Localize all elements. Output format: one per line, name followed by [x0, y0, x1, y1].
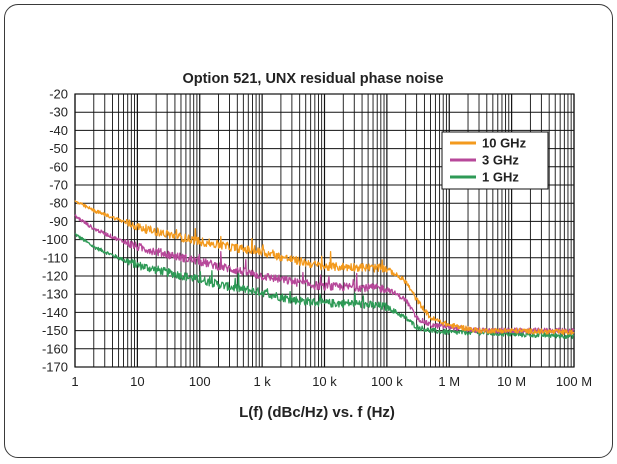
x-tick-label: 100 [189, 374, 211, 389]
x-tick-label: 1 k [253, 374, 271, 389]
series-line [74, 233, 575, 340]
y-tick-label: -130 [42, 287, 68, 302]
x-axis: 1 10 100 1 k 10 k 100 k 1 M 10 M 100 M [71, 374, 592, 389]
x-tick-label: 100 k [371, 374, 403, 389]
y-tick-label: -80 [49, 196, 68, 211]
y-tick-label: -40 [49, 123, 68, 138]
x-axis-label: L(f) (dBc/Hz) vs. f (Hz) [239, 404, 395, 421]
y-tick-label: -150 [42, 323, 68, 338]
y-axis: -20 -30 -40 -50 -60 -70 -80 -90 -100 -110 -120 -130… [42, 87, 68, 375]
x-tick-label: 10 k [312, 374, 337, 389]
y-tick-label: -170 [42, 360, 68, 375]
y-tick-label: -110 [43, 250, 68, 265]
y-tick-label: -30 [49, 105, 68, 120]
y-tick-label: -20 [49, 87, 68, 102]
chart-frame: Option 521, UNX residual phase noise -20… [4, 4, 613, 458]
series-lines [74, 200, 575, 340]
legend-label: 1 GHz [482, 170, 519, 185]
legend-label: 3 GHz [482, 153, 519, 168]
chart-title: Option 521, UNX residual phase noise [182, 71, 443, 87]
x-tick-label: 100 M [556, 374, 592, 389]
y-tick-label: -90 [49, 214, 68, 229]
phase-noise-chart: Option 521, UNX residual phase noise -20… [42, 71, 592, 421]
x-tick-label: 10 M [497, 374, 526, 389]
y-tick-label: -50 [49, 141, 68, 156]
y-tick-label: -140 [42, 305, 68, 320]
series-line [74, 200, 575, 336]
y-tick-label: -120 [42, 269, 68, 284]
plot-border [74, 93, 575, 368]
x-tick-label: 1 M [438, 374, 460, 389]
y-tick-label: -70 [49, 178, 68, 193]
y-tick-label: -60 [49, 159, 68, 174]
legend: 10 GHz 3 GHz 1 GHz [441, 131, 549, 190]
y-tick-label: -160 [42, 341, 68, 356]
y-tick-label: -100 [42, 232, 68, 247]
x-tick-label: 1 [71, 374, 78, 389]
legend-label: 10 GHz [482, 136, 527, 151]
x-tick-label: 10 [130, 374, 144, 389]
